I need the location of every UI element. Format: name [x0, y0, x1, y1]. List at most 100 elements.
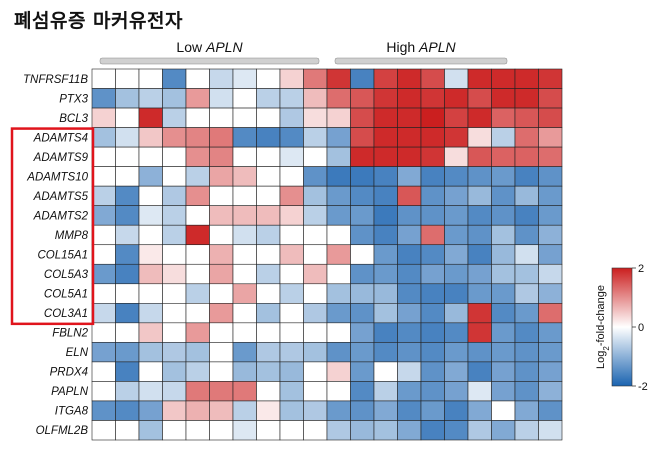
- heatmap-cell: [420, 263, 445, 285]
- heatmap-cell: [303, 127, 328, 148]
- heatmap-cell: [232, 263, 257, 285]
- heatmap-cell: [256, 283, 281, 304]
- heatmap-cell: [185, 361, 210, 382]
- heatmap-cell: [91, 88, 116, 109]
- heatmap-cell: [420, 224, 445, 246]
- heatmap-cell: [444, 381, 469, 402]
- heatmap-cell: [209, 146, 234, 167]
- heatmap-cell: [397, 283, 422, 304]
- heatmap-cell: [279, 107, 304, 128]
- heatmap-cell: [467, 342, 492, 363]
- heatmap-cell: [467, 185, 492, 206]
- heatmap-cell: [115, 263, 140, 285]
- heatmap-cell: [444, 127, 469, 148]
- heatmap-cell: [467, 88, 492, 109]
- highlight-box: [10, 127, 95, 326]
- heatmap-cell: [444, 88, 469, 109]
- heatmap-cell: [444, 322, 469, 343]
- page-title: 폐섬유증 마커유전자: [14, 10, 183, 32]
- heatmap-cell: [209, 244, 234, 265]
- heatmap-cell: [303, 381, 328, 402]
- heatmap-cell: [350, 68, 375, 89]
- heatmap-cell: [115, 224, 140, 246]
- heatmap-cell: [467, 244, 492, 265]
- heatmap-cell: [373, 283, 398, 304]
- heatmap-cell: [185, 68, 210, 89]
- heatmap-cell: [256, 303, 281, 324]
- heatmap-cell: [397, 342, 422, 363]
- heatmap-cell: [91, 400, 116, 421]
- heatmap-cell: [491, 224, 516, 246]
- heatmap-cell: [444, 205, 469, 226]
- heatmap-cell: [256, 361, 281, 382]
- row-label: ELN: [66, 347, 89, 359]
- heatmap-cell: [138, 244, 163, 265]
- heatmap-cell: [373, 224, 398, 246]
- heatmap-cell: [256, 400, 281, 421]
- heatmap-cell: [91, 420, 116, 441]
- heatmap-cell: [303, 263, 328, 285]
- heatmap-cell: [91, 166, 116, 187]
- heatmap-cell: [514, 283, 539, 304]
- row-label: COL5A3: [44, 269, 89, 281]
- heatmap-cell: [350, 263, 375, 285]
- heatmap-cell: [279, 88, 304, 109]
- heatmap-cell: [420, 322, 445, 343]
- heatmap-cell: [232, 88, 257, 109]
- heatmap-cell: [326, 342, 351, 363]
- heatmap-cell: [232, 146, 257, 167]
- heatmap-cell: [162, 322, 187, 343]
- heatmap-cell: [209, 263, 234, 285]
- heatmap-cell: [350, 107, 375, 128]
- heatmap-cell: [303, 224, 328, 246]
- heatmap-cell: [491, 263, 516, 285]
- heatmap-cell: [91, 263, 116, 285]
- heatmap-cell: [444, 166, 469, 187]
- heatmap-cell: [538, 420, 563, 441]
- heatmap-cell: [115, 303, 140, 324]
- heatmap-cell: [115, 283, 140, 304]
- heatmap-cell: [232, 322, 257, 343]
- heatmap-cell: [538, 322, 563, 343]
- heatmap-cell: [185, 224, 210, 246]
- heatmap-cell: [491, 88, 516, 109]
- group-brackets: [99, 57, 508, 65]
- heatmap-cell: [209, 283, 234, 304]
- heatmap-cell: [326, 205, 351, 226]
- heatmap-cell: [232, 205, 257, 226]
- heatmap-cell: [115, 420, 140, 441]
- heatmap-cell: [185, 381, 210, 402]
- heatmap-cell: [420, 166, 445, 187]
- heatmap-cell: [232, 283, 257, 304]
- heatmap-cell: [209, 361, 234, 382]
- heatmap-cell: [256, 420, 281, 441]
- heatmap-cell: [256, 68, 281, 89]
- legend-title: Log2-fold-change: [595, 285, 611, 369]
- heatmap-cell: [514, 127, 539, 148]
- heatmap-cell: [444, 400, 469, 421]
- heatmap-cell: [279, 127, 304, 148]
- heatmap-cell: [397, 263, 422, 285]
- heatmap-cell: [397, 224, 422, 246]
- heatmap-cell: [467, 107, 492, 128]
- heatmap-cell: [420, 88, 445, 109]
- heatmap-cell: [185, 400, 210, 421]
- heatmap-cell: [538, 205, 563, 226]
- heatmap-cell: [209, 322, 234, 343]
- heatmap-cell: [162, 68, 187, 89]
- heatmap-cell: [91, 322, 116, 343]
- heatmap-cell: [350, 303, 375, 324]
- row-label: TNFRSF11B: [23, 74, 88, 86]
- heatmap-cell: [467, 68, 492, 89]
- group-labels: Low APLN High APLN: [176, 39, 456, 55]
- heatmap-cell: [538, 127, 563, 148]
- group-bracket: [334, 57, 508, 65]
- heatmap-cell: [162, 146, 187, 167]
- legend-tick-label: 2: [638, 263, 644, 275]
- row-label: COL15A1: [37, 250, 88, 262]
- heatmap-cell: [444, 342, 469, 363]
- heatmap-cell: [420, 107, 445, 128]
- heatmap-cell: [538, 166, 563, 187]
- group-bracket: [99, 57, 320, 65]
- heatmap-cell: [326, 185, 351, 206]
